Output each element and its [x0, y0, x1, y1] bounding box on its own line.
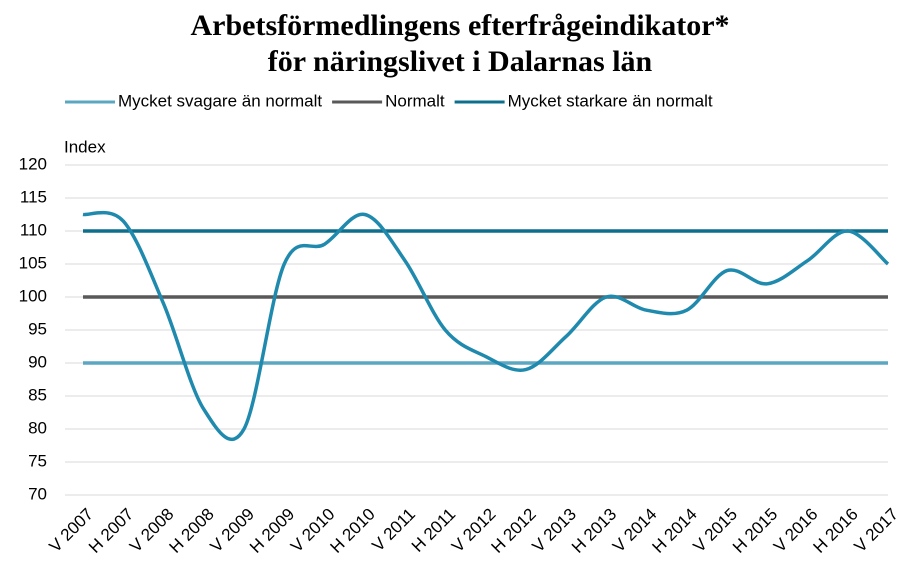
y-tick-label: 105 — [19, 253, 47, 272]
x-tick-label: H 2009 — [246, 505, 298, 557]
x-tick-label: H 2008 — [166, 505, 218, 557]
y-tick-label: 90 — [28, 352, 47, 371]
chart-subtitle: för näringslivet i Dalarnas län — [268, 45, 653, 78]
y-tick-label: 70 — [28, 484, 47, 503]
chart-title: Arbetsförmedlingens efterfrågeindikator* — [190, 9, 729, 42]
legend-label: Mycket starkare än normalt — [508, 91, 713, 110]
x-tick-label: H 2016 — [810, 505, 862, 557]
y-tick-label: 110 — [20, 220, 47, 239]
legend-label: Mycket svagare än normalt — [118, 91, 322, 110]
y-tick-label: 100 — [19, 286, 47, 305]
x-tick-label: H 2011 — [408, 505, 459, 556]
x-tick-label: H 2015 — [729, 505, 781, 557]
y-tick-label: 75 — [28, 451, 47, 470]
legend-label: Normalt — [385, 91, 445, 110]
x-tick-label: V 2011 — [368, 505, 419, 556]
y-tick-label: 80 — [28, 418, 47, 437]
x-tick-label: H 2012 — [488, 505, 540, 557]
series-line — [82, 210, 890, 442]
x-tick-label: H 2007 — [85, 505, 137, 557]
y-tick-label: 85 — [28, 385, 47, 404]
y-tick-label: 115 — [20, 187, 47, 206]
x-tick-label: H 2013 — [568, 505, 620, 557]
y-axis-label: Index — [64, 137, 106, 156]
y-tick-label: 95 — [28, 319, 47, 338]
x-tick-label: V 2017 — [850, 505, 897, 557]
x-tick-label: H 2010 — [327, 505, 379, 557]
y-tick-label: 120 — [19, 154, 47, 173]
x-tick-label: H 2014 — [649, 505, 701, 557]
